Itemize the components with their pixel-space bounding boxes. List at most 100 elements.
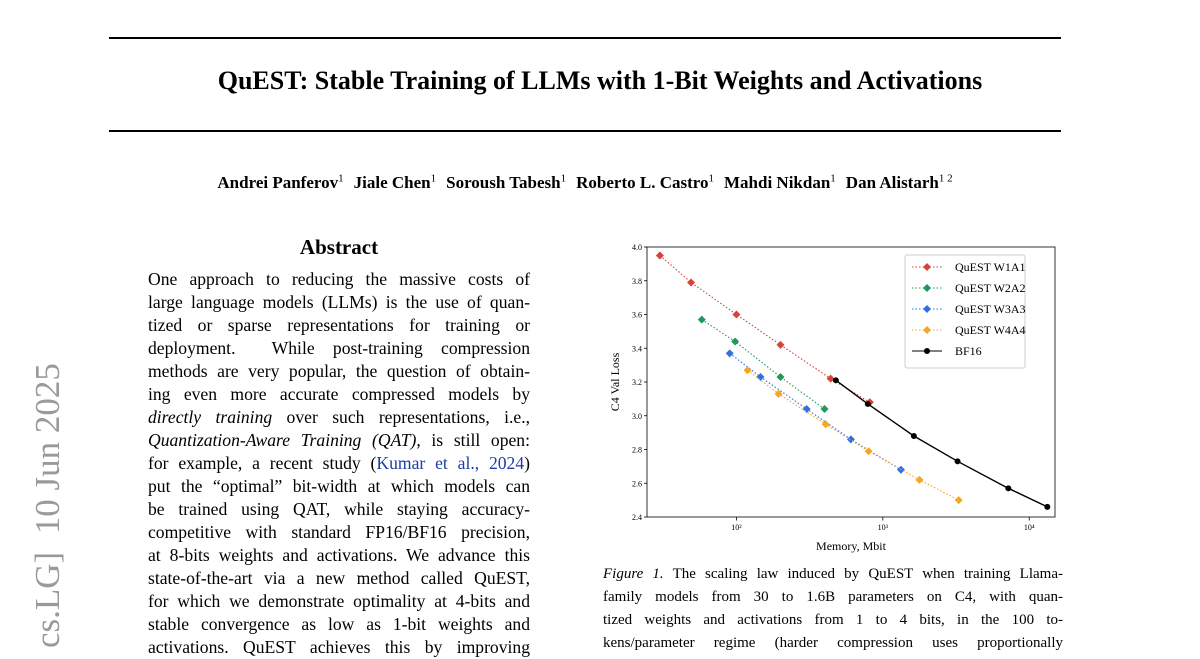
x-tick-label: 10⁴ [1024, 523, 1035, 532]
series-line [701, 319, 825, 410]
data-point [915, 475, 924, 484]
author-name: Dan Alistarh [845, 172, 939, 192]
text-span: over such representations, i.e., [272, 407, 530, 427]
text-span: state-of-the-art via a new method called… [148, 568, 530, 588]
text-line: for which we demonstrate optimality at 4… [148, 590, 530, 613]
y-tick-label: 3.2 [632, 378, 642, 387]
x-tick-label: 10² [731, 523, 742, 532]
text-span: The scaling law induced by QuEST when tr… [663, 566, 1063, 582]
text-span: ) [524, 453, 530, 473]
data-point [1005, 485, 1012, 492]
citation-link: Kumar et al., 2024 [376, 453, 525, 473]
affiliation: 1 [708, 172, 715, 184]
text-line: state-of-the-art via a new method called… [148, 567, 530, 590]
author-name: Mahdi Nikdan [724, 172, 831, 192]
text-line: kens/parameter regime (harder compressio… [603, 632, 1063, 655]
series-line [729, 352, 902, 471]
data-point [826, 374, 835, 383]
legend-label: QuEST W4A4 [955, 323, 1026, 337]
text-line: One approach to reducing the massive cos… [148, 268, 530, 291]
abstract-heading: Abstract [299, 235, 379, 259]
series-line [835, 379, 1048, 508]
text-span: tized or sparse representations for trai… [148, 315, 530, 335]
legend-marker [924, 348, 930, 354]
legend-marker [923, 284, 931, 292]
text-line: methods are very popular, the question o… [148, 360, 530, 383]
text-span: tized weights and activations from 1 to … [603, 612, 1063, 628]
abstract-body: One approach to reducing the massive cos… [148, 268, 530, 659]
data-point [832, 377, 839, 384]
data-point [731, 337, 740, 346]
author: Jiale Chen1 [353, 172, 437, 192]
legend-label: QuEST W3A3 [955, 302, 1026, 316]
data-point [821, 420, 830, 429]
data-point [655, 251, 664, 260]
text-span: for example, a recent study ( [148, 453, 377, 473]
text-span: family models from 30 to 1.6B parameters… [603, 589, 1063, 605]
x-tick-label: 10³ [878, 523, 889, 532]
data-point [1044, 503, 1051, 510]
author: Andrei Panferov1 [217, 172, 344, 192]
data-point [756, 372, 765, 381]
legend-marker [923, 263, 931, 271]
top-rule [109, 37, 1061, 39]
text-span: competitive with standard FP16/BF16 prec… [148, 522, 530, 542]
text-line: directly training over such representati… [148, 406, 530, 429]
arxiv-stamp: cs.LG] 10 Jun 2025 [28, 363, 67, 648]
text-span: directly training [148, 407, 273, 427]
text-line: deployment. While post-training compress… [148, 337, 530, 360]
text-span: kens/parameter regime (harder compressio… [603, 635, 1063, 651]
affiliation: 1 [338, 172, 344, 184]
data-point [687, 278, 696, 287]
author-list: Andrei Panferov1 Jiale Chen1 Soroush Tabes… [0, 172, 1170, 193]
text-line: stable convergence as low as 1-bit weigh… [148, 613, 530, 636]
data-point [910, 433, 917, 439]
affiliation: 1 [430, 172, 437, 184]
text-span: deployment. While post-training compress… [148, 338, 530, 358]
text-span: at 8-bits weights and activations. We ad… [148, 545, 530, 565]
data-point [725, 349, 734, 358]
text-line: be trained using QAT, while staying accu… [148, 498, 530, 521]
data-point [954, 496, 963, 505]
data-point [776, 372, 785, 381]
legend-marker [923, 305, 931, 313]
data-point [846, 435, 855, 444]
data-point [864, 447, 873, 456]
author: Soroush Tabesh1 [446, 172, 567, 192]
author: Roberto L. Castro1 [576, 172, 715, 192]
text-line: put the “optimal” bit-width at which mod… [148, 475, 530, 498]
y-tick-label: 3.0 [632, 412, 642, 421]
text-line: ing even more accurate compressed models… [148, 383, 530, 406]
author: Dan Alistarh1 2 [845, 172, 953, 192]
y-tick-label: 3.6 [632, 311, 642, 320]
data-point [864, 400, 871, 407]
text-line: tized or sparse representations for trai… [148, 314, 530, 337]
legend-label: BF16 [955, 344, 982, 358]
author-name: Jiale Chen [353, 172, 431, 192]
author-name: Soroush Tabesh [446, 172, 561, 192]
affiliation: 1 [830, 172, 836, 184]
text-span: Figure 1. [603, 566, 664, 582]
text-line: Figure 1. The scaling law induced by QuE… [603, 563, 1063, 586]
legend-marker [923, 326, 931, 334]
text-line: competitive with standard FP16/BF16 prec… [148, 521, 530, 544]
y-tick-label: 3.8 [632, 277, 642, 286]
y-axis-label: C4 Val Loss [608, 352, 622, 411]
text-span: stable convergence as low as 1-bit weigh… [148, 614, 530, 634]
text-span: large language models (LLMs) is the use … [148, 292, 530, 312]
text-span: , is still open: [416, 430, 530, 450]
text-span: for which we demonstrate optimality at 4… [148, 591, 530, 611]
text-span: ing even more accurate compressed models… [148, 384, 530, 404]
series-line [747, 369, 959, 501]
text-line: tized weights and activations from 1 to … [603, 609, 1063, 632]
data-point [743, 366, 752, 375]
author-name: Roberto L. Castro [576, 172, 709, 192]
legend-label: QuEST W1A1 [955, 260, 1026, 274]
text-span: One approach to reducing the massive cos… [148, 269, 530, 289]
text-line: family models from 30 to 1.6B parameters… [603, 586, 1063, 609]
author: Mahdi Nikdan1 [724, 172, 836, 192]
data-point [776, 340, 785, 349]
affiliation: 1 [560, 172, 567, 184]
text-span: put the “optimal” bit-width at which mod… [148, 476, 530, 496]
